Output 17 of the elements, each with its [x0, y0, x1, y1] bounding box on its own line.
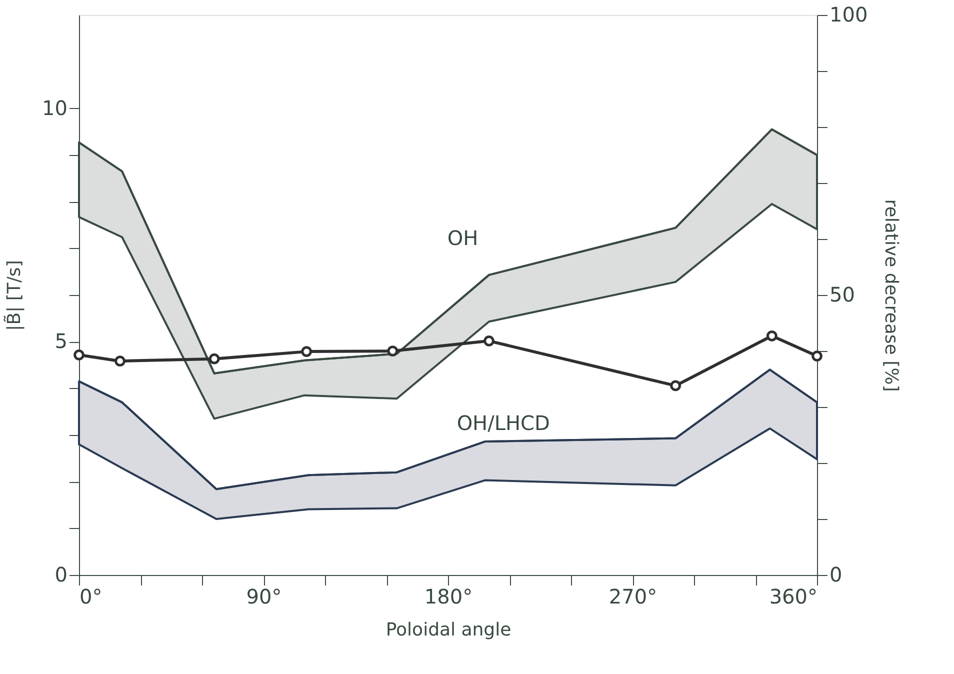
x-tick-label: 360° [769, 584, 818, 608]
x-tick-label: 270° [608, 584, 658, 608]
y2-tick-label: 0 [830, 562, 842, 586]
y2-axis-title: relative decrease [%] [880, 199, 902, 392]
y2-tick-label: 100 [830, 2, 868, 26]
x-tick-label: 90° [246, 584, 282, 608]
y-axis-title: |B̃| [T/s] [2, 260, 26, 331]
annotation: OH [447, 226, 478, 250]
y-tick-label: 5 [54, 329, 68, 354]
line-series [78, 368, 818, 490]
x-axis-title: Poloidal angle [386, 620, 512, 640]
y2-tick-label: 50 [830, 282, 855, 306]
x-tick-label: 0° [80, 584, 102, 608]
annotation: OH/LHCD [456, 410, 550, 435]
x-tick-label: 180° [424, 584, 473, 608]
y-tick-label: 0 [54, 562, 68, 586]
y-tick-label: 10 [42, 96, 68, 120]
